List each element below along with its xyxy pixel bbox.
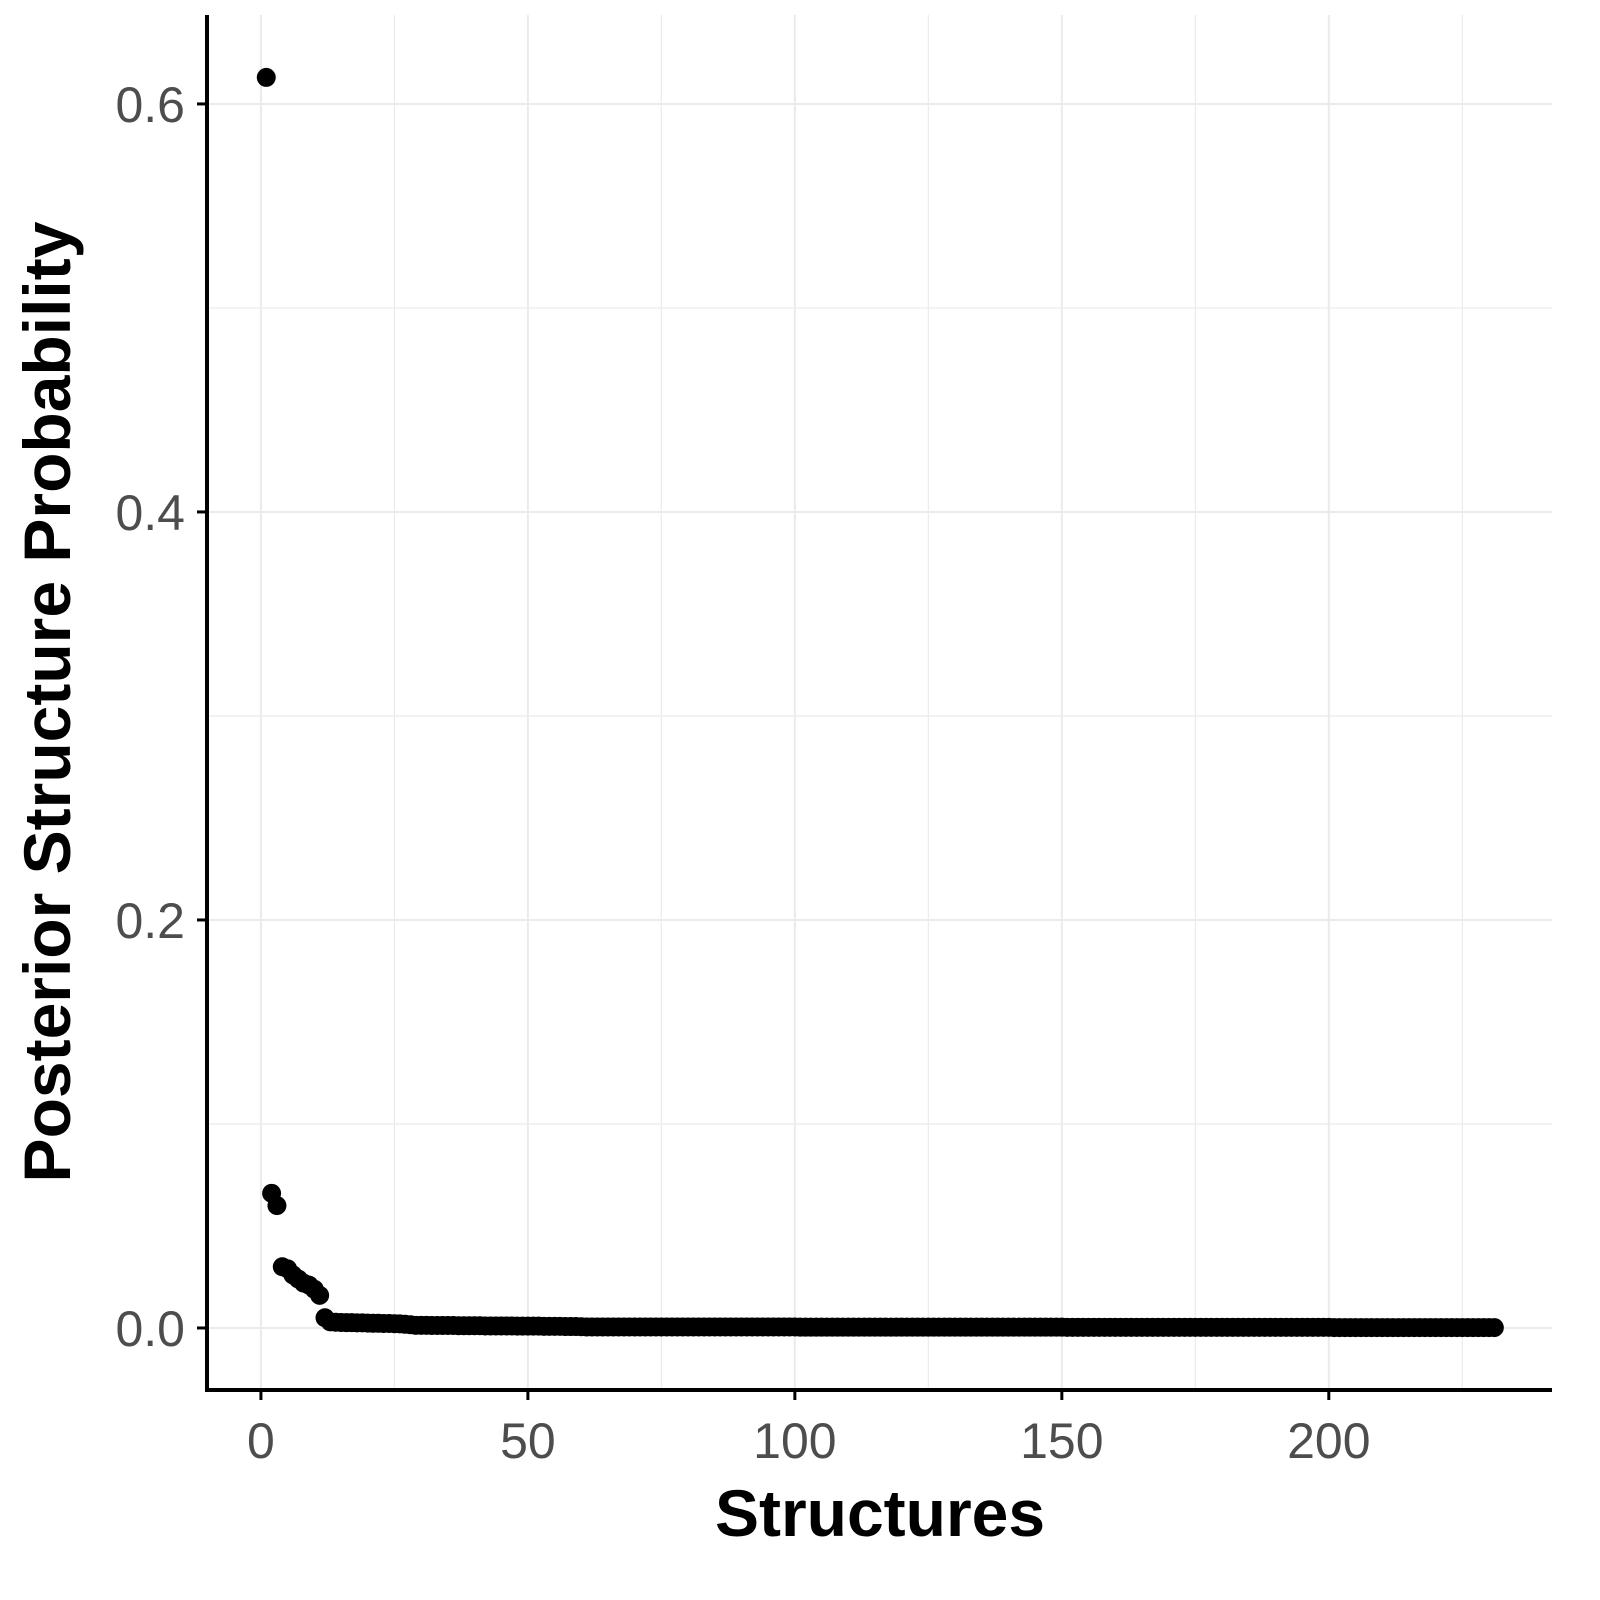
x-tick-label: 0	[247, 1413, 275, 1469]
x-axis-title: Structures	[715, 1476, 1045, 1550]
data-point	[267, 1196, 287, 1216]
data-points	[256, 67, 1504, 1338]
x-tick-label: 150	[1020, 1413, 1103, 1469]
y-tick-label: 0.2	[115, 893, 185, 949]
grid	[207, 15, 1552, 1390]
tick-labels: 0 50 100 150 200 0.0 0.2 0.4 0.6	[115, 77, 1370, 1469]
axes	[197, 15, 1552, 1400]
data-point	[1484, 1318, 1504, 1338]
y-tick-label: 0.6	[115, 77, 185, 133]
x-tick-label: 100	[753, 1413, 836, 1469]
data-point	[256, 67, 276, 87]
y-axis-title: Posterior Structure Probability	[10, 221, 84, 1182]
y-tick-label: 0.0	[115, 1301, 185, 1357]
x-tick-label: 200	[1287, 1413, 1370, 1469]
data-point	[310, 1285, 330, 1305]
y-tick-label: 0.4	[115, 485, 185, 541]
x-tick-label: 50	[500, 1413, 556, 1469]
